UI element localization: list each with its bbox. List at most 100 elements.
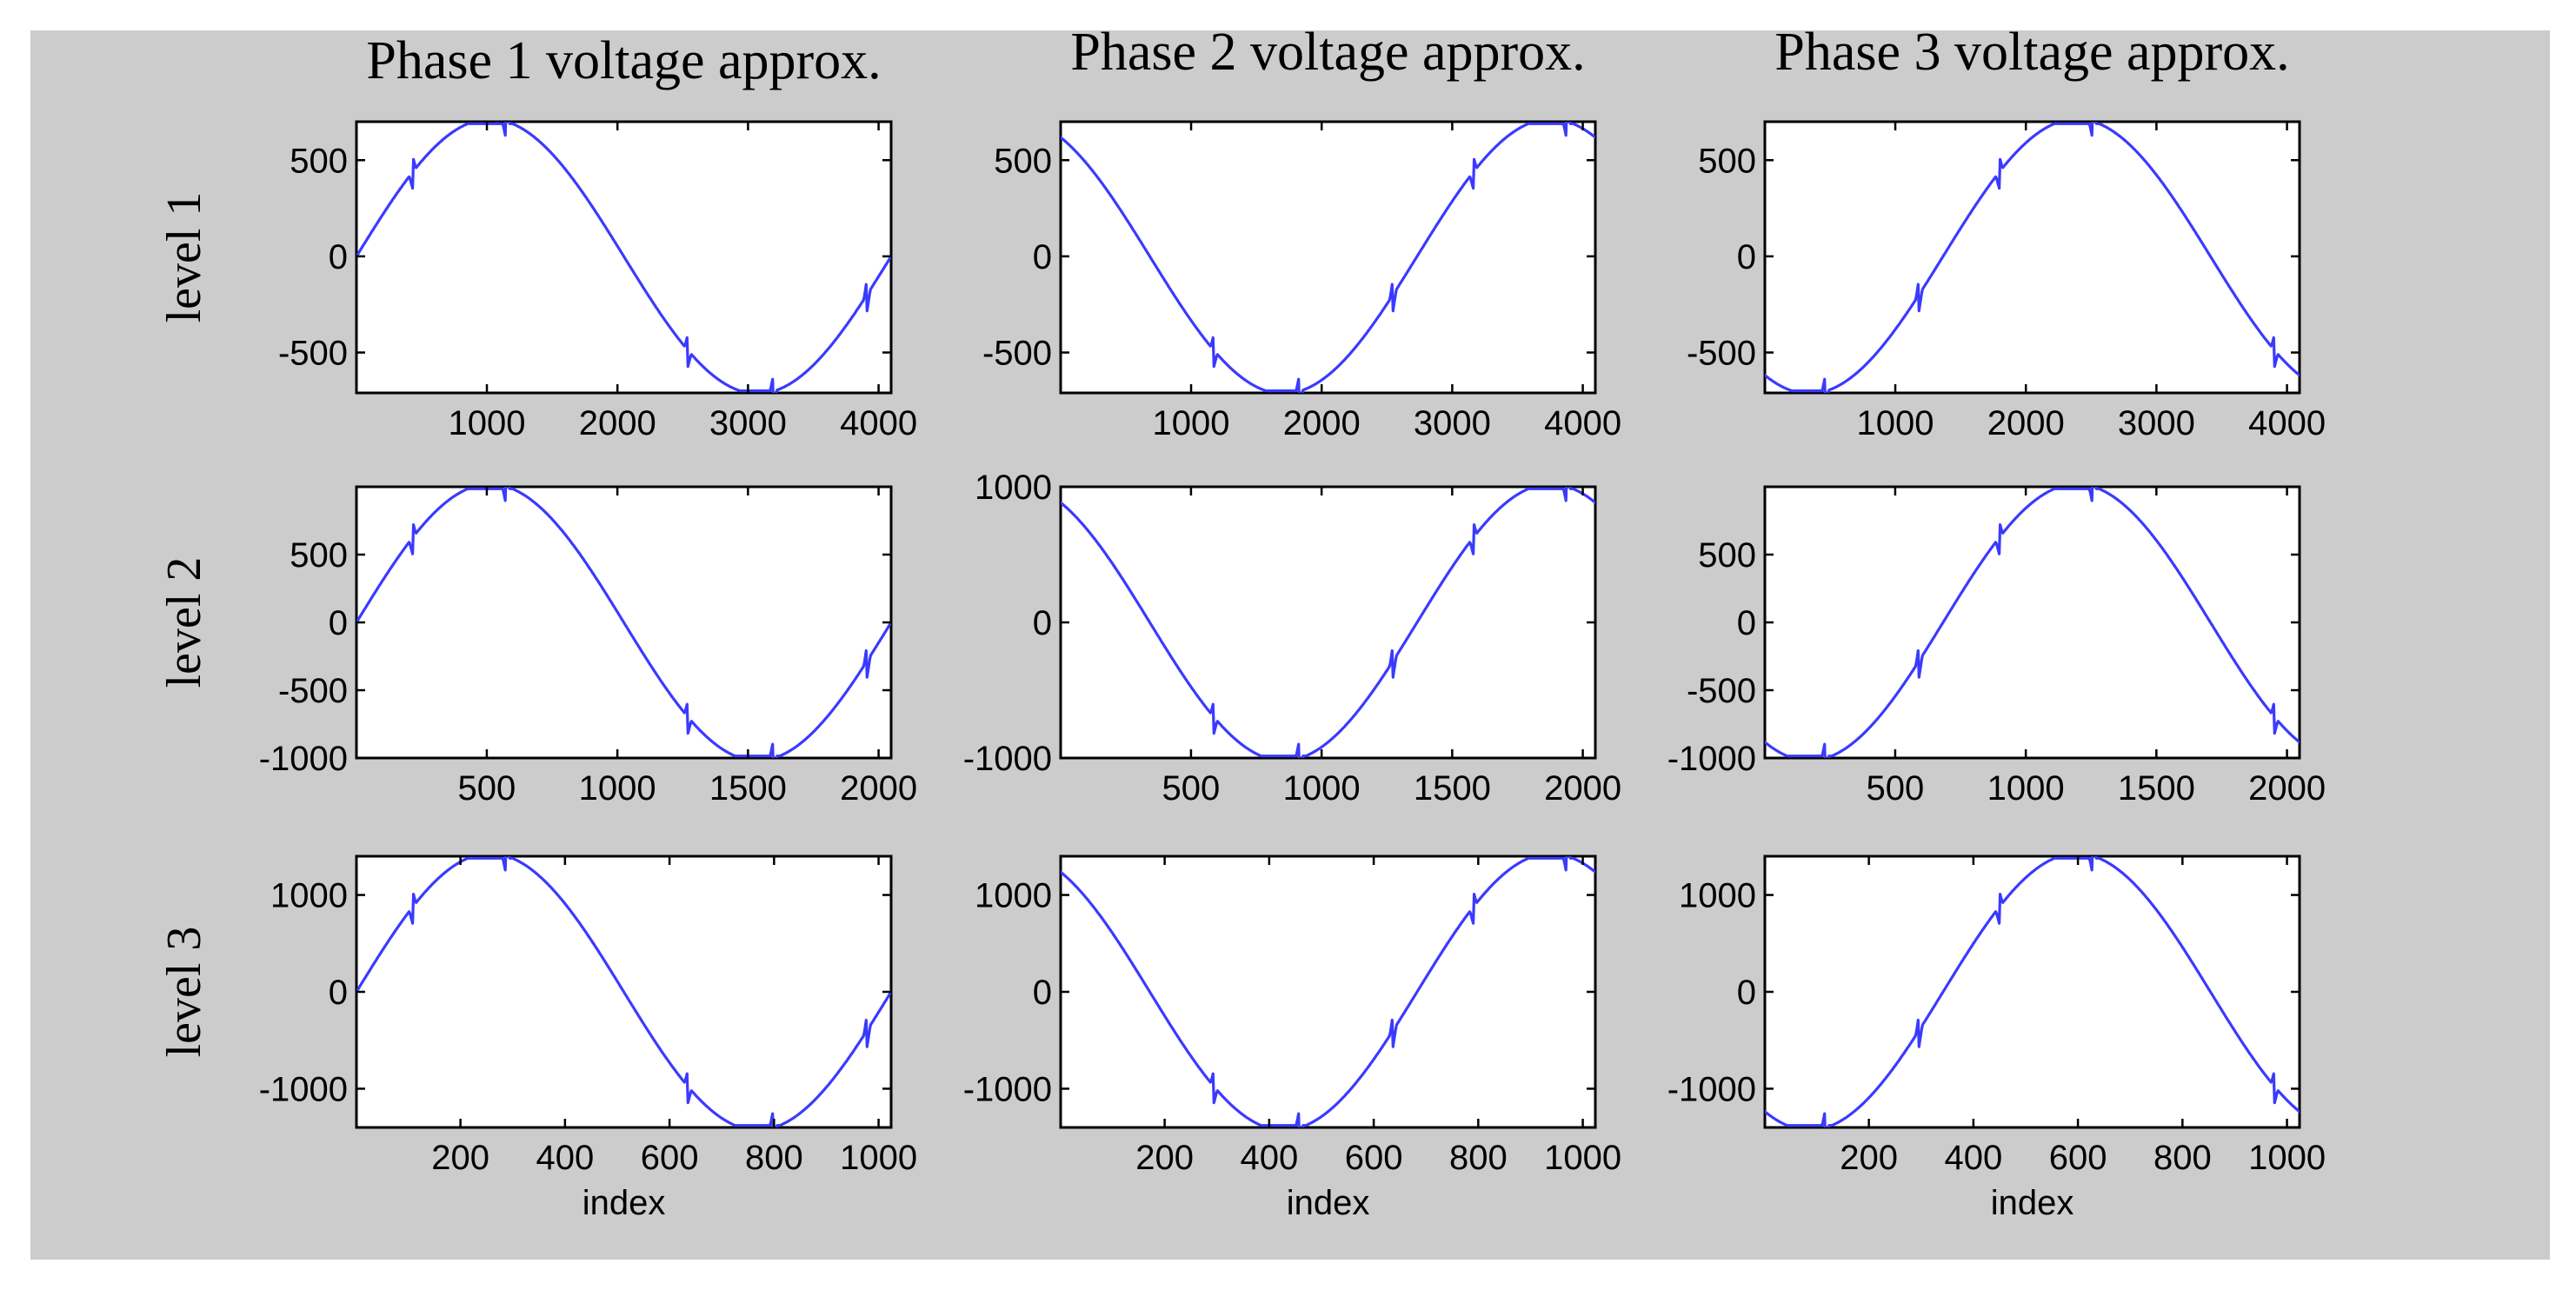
voltage-trace <box>356 487 891 758</box>
y-tick-label: -1000 <box>963 1070 1052 1108</box>
voltage-trace <box>1061 122 1595 393</box>
x-tick-label: 4000 <box>1544 404 1621 442</box>
x-tick-label: 1500 <box>1414 769 1491 808</box>
row-label-2: level 2 <box>157 557 211 688</box>
voltage-trace <box>356 856 891 1127</box>
x-tick-label: 600 <box>2049 1139 2107 1177</box>
x-tick-label: 400 <box>1944 1139 2002 1177</box>
x-tick-label: 200 <box>1135 1139 1194 1177</box>
x-tick-label: 1000 <box>579 769 656 808</box>
y-tick-label: 0 <box>1033 604 1052 642</box>
axes-box <box>1059 120 1597 395</box>
x-tick-label: 600 <box>1345 1139 1403 1177</box>
y-tick-label: 500 <box>290 142 348 180</box>
x-tick-label: 1000 <box>840 1139 917 1177</box>
x-tick-label: 800 <box>1449 1139 1508 1177</box>
x-tick-label: 2000 <box>1283 404 1361 442</box>
y-tick-label: 1000 <box>975 877 1052 915</box>
voltage-trace <box>1061 856 1595 1127</box>
row-label-1: level 1 <box>157 192 211 323</box>
x-axis-label: index <box>1991 1184 2074 1222</box>
x-tick-label: 500 <box>458 769 516 808</box>
subplot-r2-c3: 500 1000 1500 2000 500 0 -500 -1000 <box>1667 485 2326 808</box>
y-tick-label: 0 <box>1737 974 1756 1012</box>
y-tick-label: 500 <box>1698 536 1756 575</box>
y-tick-label: 0 <box>1737 604 1756 642</box>
x-tick-label: 1500 <box>709 769 787 808</box>
x-tick-label: 4000 <box>2248 404 2326 442</box>
x-tick-label: 400 <box>536 1139 594 1177</box>
x-tick-label: 500 <box>1162 769 1221 808</box>
axes-box <box>1763 854 2301 1129</box>
x-tick-label: 2000 <box>579 404 656 442</box>
y-tick-label: 0 <box>329 974 348 1012</box>
y-tick-label: -500 <box>1687 335 1756 373</box>
subplot-r3-c2: 200 400 600 800 1000 1000 0 -1000 index <box>963 854 1621 1222</box>
voltage-trace <box>1765 122 2300 393</box>
column-title-1: Phase 1 voltage approx. <box>366 31 881 90</box>
x-tick-label: 400 <box>1240 1139 1298 1177</box>
y-tick-label: 0 <box>1033 974 1052 1012</box>
x-tick-label: 200 <box>1840 1139 1898 1177</box>
y-tick-label: -500 <box>278 672 348 710</box>
y-tick-label: -1000 <box>1667 1070 1756 1108</box>
x-tick-label: 3000 <box>2118 404 2195 442</box>
voltage-trace <box>1765 856 2300 1127</box>
column-titles: Phase 1 voltage approx. Phase 2 voltage a… <box>366 23 2289 90</box>
x-tick-label: 1000 <box>1283 769 1361 808</box>
row-label-3: level 3 <box>157 927 211 1058</box>
x-tick-label: 2000 <box>2248 769 2326 808</box>
y-tick-label: -1000 <box>1667 740 1756 778</box>
axes-box <box>1763 485 2301 760</box>
x-tick-label: 1000 <box>1857 404 1934 442</box>
y-tick-label: 1000 <box>1679 877 1756 915</box>
subplot-r3-c1: 200 400 600 800 1000 1000 0 -1000 index <box>259 854 917 1222</box>
x-tick-label: 800 <box>2153 1139 2212 1177</box>
x-tick-label: 3000 <box>709 404 787 442</box>
y-tick-label: 1000 <box>270 877 348 915</box>
voltage-trace <box>356 122 891 393</box>
voltage-trace <box>1061 487 1595 758</box>
x-tick-label: 1000 <box>1153 404 1230 442</box>
y-tick-label: 0 <box>1033 238 1052 276</box>
y-tick-label: -1000 <box>963 740 1052 778</box>
column-title-3: Phase 3 voltage approx. <box>1774 23 2289 82</box>
y-tick-label: 0 <box>1737 238 1756 276</box>
x-tick-label: 1000 <box>449 404 526 442</box>
x-axis-label: index <box>1287 1184 1370 1222</box>
x-tick-label: 1000 <box>2248 1139 2326 1177</box>
y-tick-label: -1000 <box>259 740 348 778</box>
subplot-r2-c1: 500 1000 1500 2000 500 0 -500 -1000 <box>259 485 917 808</box>
voltage-trace <box>1765 487 2300 758</box>
x-axis-label: index <box>582 1184 666 1222</box>
x-tick-label: 2000 <box>1987 404 2065 442</box>
x-tick-label: 1500 <box>2118 769 2195 808</box>
column-title-2: Phase 2 voltage approx. <box>1070 23 1585 82</box>
subplot-r3-c3: 200 400 600 800 1000 1000 0 -1000 index <box>1667 854 2326 1222</box>
x-tick-label: 1000 <box>1544 1139 1621 1177</box>
y-tick-label: 500 <box>994 142 1052 180</box>
x-tick-label: 200 <box>431 1139 489 1177</box>
axes-box <box>1059 485 1597 760</box>
x-tick-label: 2000 <box>840 769 917 808</box>
x-tick-label: 800 <box>745 1139 803 1177</box>
x-tick-label: 3000 <box>1414 404 1491 442</box>
y-tick-label: 1000 <box>975 469 1052 507</box>
y-tick-label: 500 <box>1698 142 1756 180</box>
subplot-r2-c2: 500 1000 1500 2000 1000 0 -1000 <box>963 469 1621 808</box>
x-tick-label: 600 <box>641 1139 699 1177</box>
x-tick-label: 1000 <box>1987 769 2065 808</box>
row-labels: level 1 level 2 level 3 <box>157 192 211 1058</box>
y-tick-label: -500 <box>1687 672 1756 710</box>
y-tick-label: 0 <box>329 238 348 276</box>
axes-box <box>1763 120 2301 395</box>
axes-box <box>1059 854 1597 1129</box>
y-tick-label: -1000 <box>259 1070 348 1108</box>
x-tick-label: 2000 <box>1544 769 1621 808</box>
y-tick-label: -500 <box>278 335 348 373</box>
